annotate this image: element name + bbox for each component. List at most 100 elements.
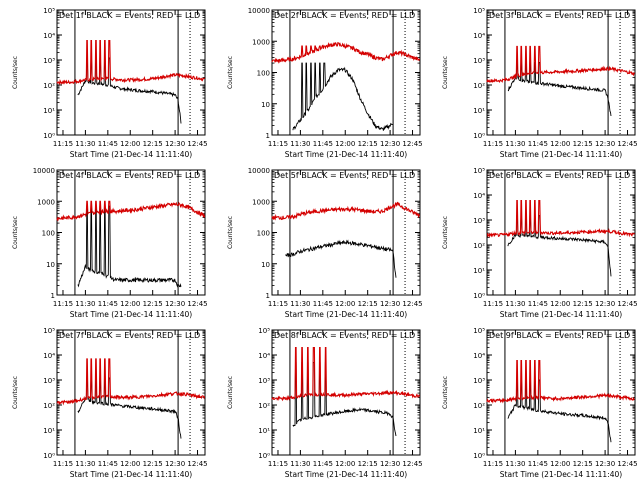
x-tick-label: 11:45 xyxy=(313,140,333,148)
panel-3: Det 3f BLACK = Events, RED = LLD Counts/s… xyxy=(442,7,638,159)
y-tick-label: 10⁰ xyxy=(43,132,55,140)
events-series-line xyxy=(77,377,182,439)
x-tick-label: 12:45 xyxy=(402,140,422,148)
y-tick-label: 10⁰ xyxy=(473,452,485,460)
y-tick-label: 10⁴ xyxy=(473,352,485,360)
x-tick-label: 11:45 xyxy=(528,300,548,308)
x-tick-label: 12:00 xyxy=(335,300,355,308)
x-tick-label: 12:45 xyxy=(617,140,637,148)
plot-frame xyxy=(486,9,636,136)
x-tick-label: 12:00 xyxy=(550,140,570,148)
panel-4: Det 4f BLACK = Events, RED = LLD Counts/s… xyxy=(12,167,208,319)
x-tick-label: 12:00 xyxy=(120,460,140,468)
y-tick-label: 10000 xyxy=(248,7,270,15)
lld-series-line xyxy=(486,199,636,239)
x-tick-label: 12:30 xyxy=(595,140,615,148)
x-tick-label: 12:15 xyxy=(143,300,163,308)
y-tick-label: 10⁵ xyxy=(258,327,270,335)
plot-frame xyxy=(486,169,636,296)
events-series-line xyxy=(507,61,612,117)
panel-7: Det 7f BLACK = Events, RED = LLD Counts/s… xyxy=(12,327,208,479)
x-axis-label: Start Time (21-Dec-14 11:11:40) xyxy=(70,150,192,159)
x-tick-label: 12:00 xyxy=(550,300,570,308)
lld-series-line xyxy=(271,201,421,221)
x-axis-label: Start Time (21-Dec-14 11:11:40) xyxy=(500,150,622,159)
panel-title: Det 2f BLACK = Events, RED = LLD xyxy=(274,11,415,20)
plot-frame xyxy=(271,169,421,296)
y-tick-label: 10⁴ xyxy=(473,32,485,40)
y-tick-label: 10³ xyxy=(473,57,485,65)
x-tick-label: 11:15 xyxy=(268,140,288,148)
y-axis-label: Counts/sec xyxy=(227,376,234,409)
y-tick-label: 10¹ xyxy=(258,427,270,435)
y-tick-label: 10² xyxy=(258,402,270,410)
x-tick-label: 12:15 xyxy=(573,140,593,148)
y-tick-label: 100 xyxy=(257,70,270,78)
lld-series-line xyxy=(486,45,636,84)
y-tick-label: 10³ xyxy=(43,377,55,385)
x-tick-label: 12:00 xyxy=(120,300,140,308)
x-tick-label: 12:15 xyxy=(358,300,378,308)
y-tick-label: 10³ xyxy=(258,377,270,385)
y-tick-label: 10² xyxy=(473,402,485,410)
y-tick-label: 10⁴ xyxy=(43,32,55,40)
x-tick-label: 12:15 xyxy=(143,140,163,148)
y-tick-label: 1 xyxy=(51,292,55,300)
x-tick-label: 12:00 xyxy=(120,140,140,148)
panel-1: Det 1f BLACK = Events, RED = LLD Counts/s… xyxy=(12,7,208,159)
y-tick-label: 100 xyxy=(257,230,270,238)
y-tick-label: 10000 xyxy=(248,167,270,175)
panel-2: Det 2f BLACK = Events, RED = LLD Counts/s… xyxy=(227,7,423,159)
y-tick-label: 10¹ xyxy=(473,267,485,275)
y-tick-label: 10¹ xyxy=(43,427,55,435)
x-tick-label: 11:30 xyxy=(75,300,95,308)
y-tick-label: 10³ xyxy=(473,217,485,225)
x-tick-label: 12:30 xyxy=(165,140,185,148)
panel-title: Det 1f BLACK = Events, RED = LLD xyxy=(59,11,200,20)
y-axis-label: Counts/sec xyxy=(442,56,449,89)
y-axis-label: Counts/sec xyxy=(227,56,234,89)
y-tick-label: 100 xyxy=(42,230,55,238)
x-tick-label: 12:00 xyxy=(335,140,355,148)
x-axis-label: Start Time (21-Dec-14 11:11:40) xyxy=(500,310,622,319)
y-axis-label: Counts/sec xyxy=(442,376,449,409)
x-tick-label: 12:00 xyxy=(550,460,570,468)
y-tick-label: 10³ xyxy=(473,377,485,385)
y-tick-label: 10 xyxy=(261,261,270,269)
panel-9: Det 9f BLACK = Events, RED = LLD Counts/s… xyxy=(442,327,638,479)
y-axis-label: Counts/sec xyxy=(12,56,19,89)
lld-series-line xyxy=(56,200,206,222)
y-axis-label: Counts/sec xyxy=(12,376,19,409)
y-tick-label: 1 xyxy=(266,132,270,140)
x-tick-label: 12:45 xyxy=(402,300,422,308)
x-tick-label: 11:30 xyxy=(505,460,525,468)
plot-frame xyxy=(271,329,421,456)
panel-5: Det 5f BLACK = Events, RED = LLD Counts/s… xyxy=(227,167,423,319)
x-tick-label: 12:45 xyxy=(187,300,207,308)
x-tick-label: 11:15 xyxy=(53,460,73,468)
x-tick-label: 11:15 xyxy=(483,140,503,148)
x-tick-label: 11:15 xyxy=(268,460,288,468)
lld-series-line xyxy=(271,346,421,402)
x-tick-label: 11:30 xyxy=(290,460,310,468)
y-tick-label: 10² xyxy=(43,82,55,90)
x-tick-label: 12:30 xyxy=(380,140,400,148)
x-tick-label: 12:15 xyxy=(573,460,593,468)
y-tick-label: 10 xyxy=(46,261,55,269)
x-tick-label: 12:30 xyxy=(380,300,400,308)
x-tick-label: 11:45 xyxy=(313,460,333,468)
x-tick-label: 11:45 xyxy=(528,460,548,468)
lld-series-line xyxy=(271,41,421,64)
x-tick-label: 12:45 xyxy=(187,140,207,148)
y-tick-label: 10¹ xyxy=(473,427,485,435)
x-tick-label: 12:15 xyxy=(358,140,378,148)
x-tick-label: 12:30 xyxy=(165,300,185,308)
x-tick-label: 12:30 xyxy=(595,300,615,308)
x-tick-label: 12:15 xyxy=(573,300,593,308)
y-tick-label: 1000 xyxy=(37,198,55,206)
events-series-line xyxy=(507,215,612,277)
x-tick-label: 11:30 xyxy=(290,300,310,308)
panel-title: Det 5f BLACK = Events, RED = LLD xyxy=(274,171,415,180)
events-series-line xyxy=(77,57,182,124)
x-tick-label: 12:30 xyxy=(595,460,615,468)
